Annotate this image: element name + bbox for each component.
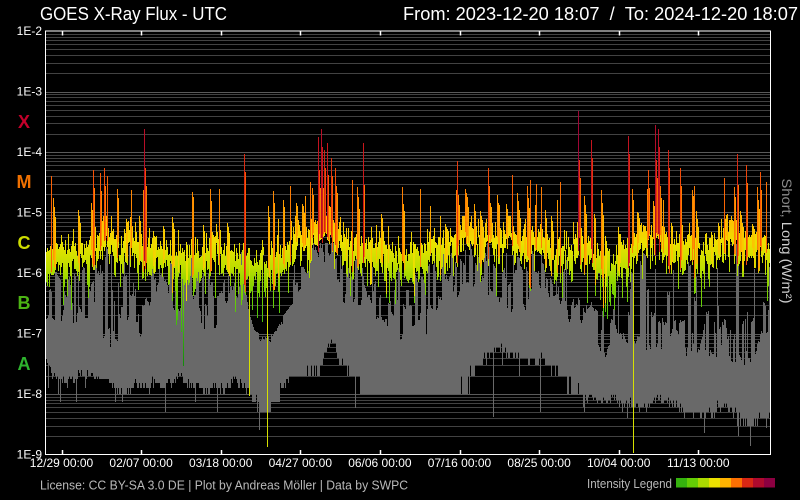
svg-text:1E-5: 1E-5	[17, 206, 43, 220]
svg-text:1E-2: 1E-2	[17, 24, 43, 38]
svg-text:02/07 00:00: 02/07 00:00	[109, 456, 173, 470]
svg-text:10/04 00:00: 10/04 00:00	[587, 456, 651, 470]
svg-text:08/25 00:00: 08/25 00:00	[507, 456, 571, 470]
svg-text:07/16 00:00: 07/16 00:00	[428, 456, 492, 470]
svg-text:1E-9: 1E-9	[17, 448, 43, 462]
svg-text:From: 2023-12-20 18:07 / To:: From: 2023-12-20 18:07 / To: 2024-12-20 …	[403, 4, 798, 24]
svg-text:Intensity Legend: Intensity Legend	[587, 476, 672, 491]
svg-text:B: B	[18, 293, 31, 313]
svg-text:12/29 00:00: 12/29 00:00	[30, 456, 94, 470]
svg-text:A: A	[18, 354, 31, 374]
svg-text:License: CC BY-SA 3.0 DE | Plo: License: CC BY-SA 3.0 DE | Plot by Andre…	[40, 478, 408, 493]
svg-text:GOES X-Ray Flux - UTC: GOES X-Ray Flux - UTC	[40, 4, 227, 24]
svg-text:C: C	[18, 233, 31, 253]
svg-text:06/06 00:00: 06/06 00:00	[348, 456, 412, 470]
svg-text:1E-7: 1E-7	[17, 327, 43, 341]
svg-text:Short, Long (W/m²): Short, Long (W/m²)	[779, 179, 795, 304]
svg-text:04/27 00:00: 04/27 00:00	[269, 456, 333, 470]
svg-text:1E-3: 1E-3	[17, 85, 43, 99]
svg-text:03/18 00:00: 03/18 00:00	[189, 456, 253, 470]
svg-text:1E-4: 1E-4	[17, 145, 43, 159]
svg-text:M: M	[17, 172, 32, 192]
svg-text:1E-6: 1E-6	[17, 266, 43, 280]
svg-text:11/13 00:00: 11/13 00:00	[667, 456, 730, 470]
svg-text:X: X	[18, 112, 30, 132]
svg-text:1E-8: 1E-8	[17, 387, 43, 401]
